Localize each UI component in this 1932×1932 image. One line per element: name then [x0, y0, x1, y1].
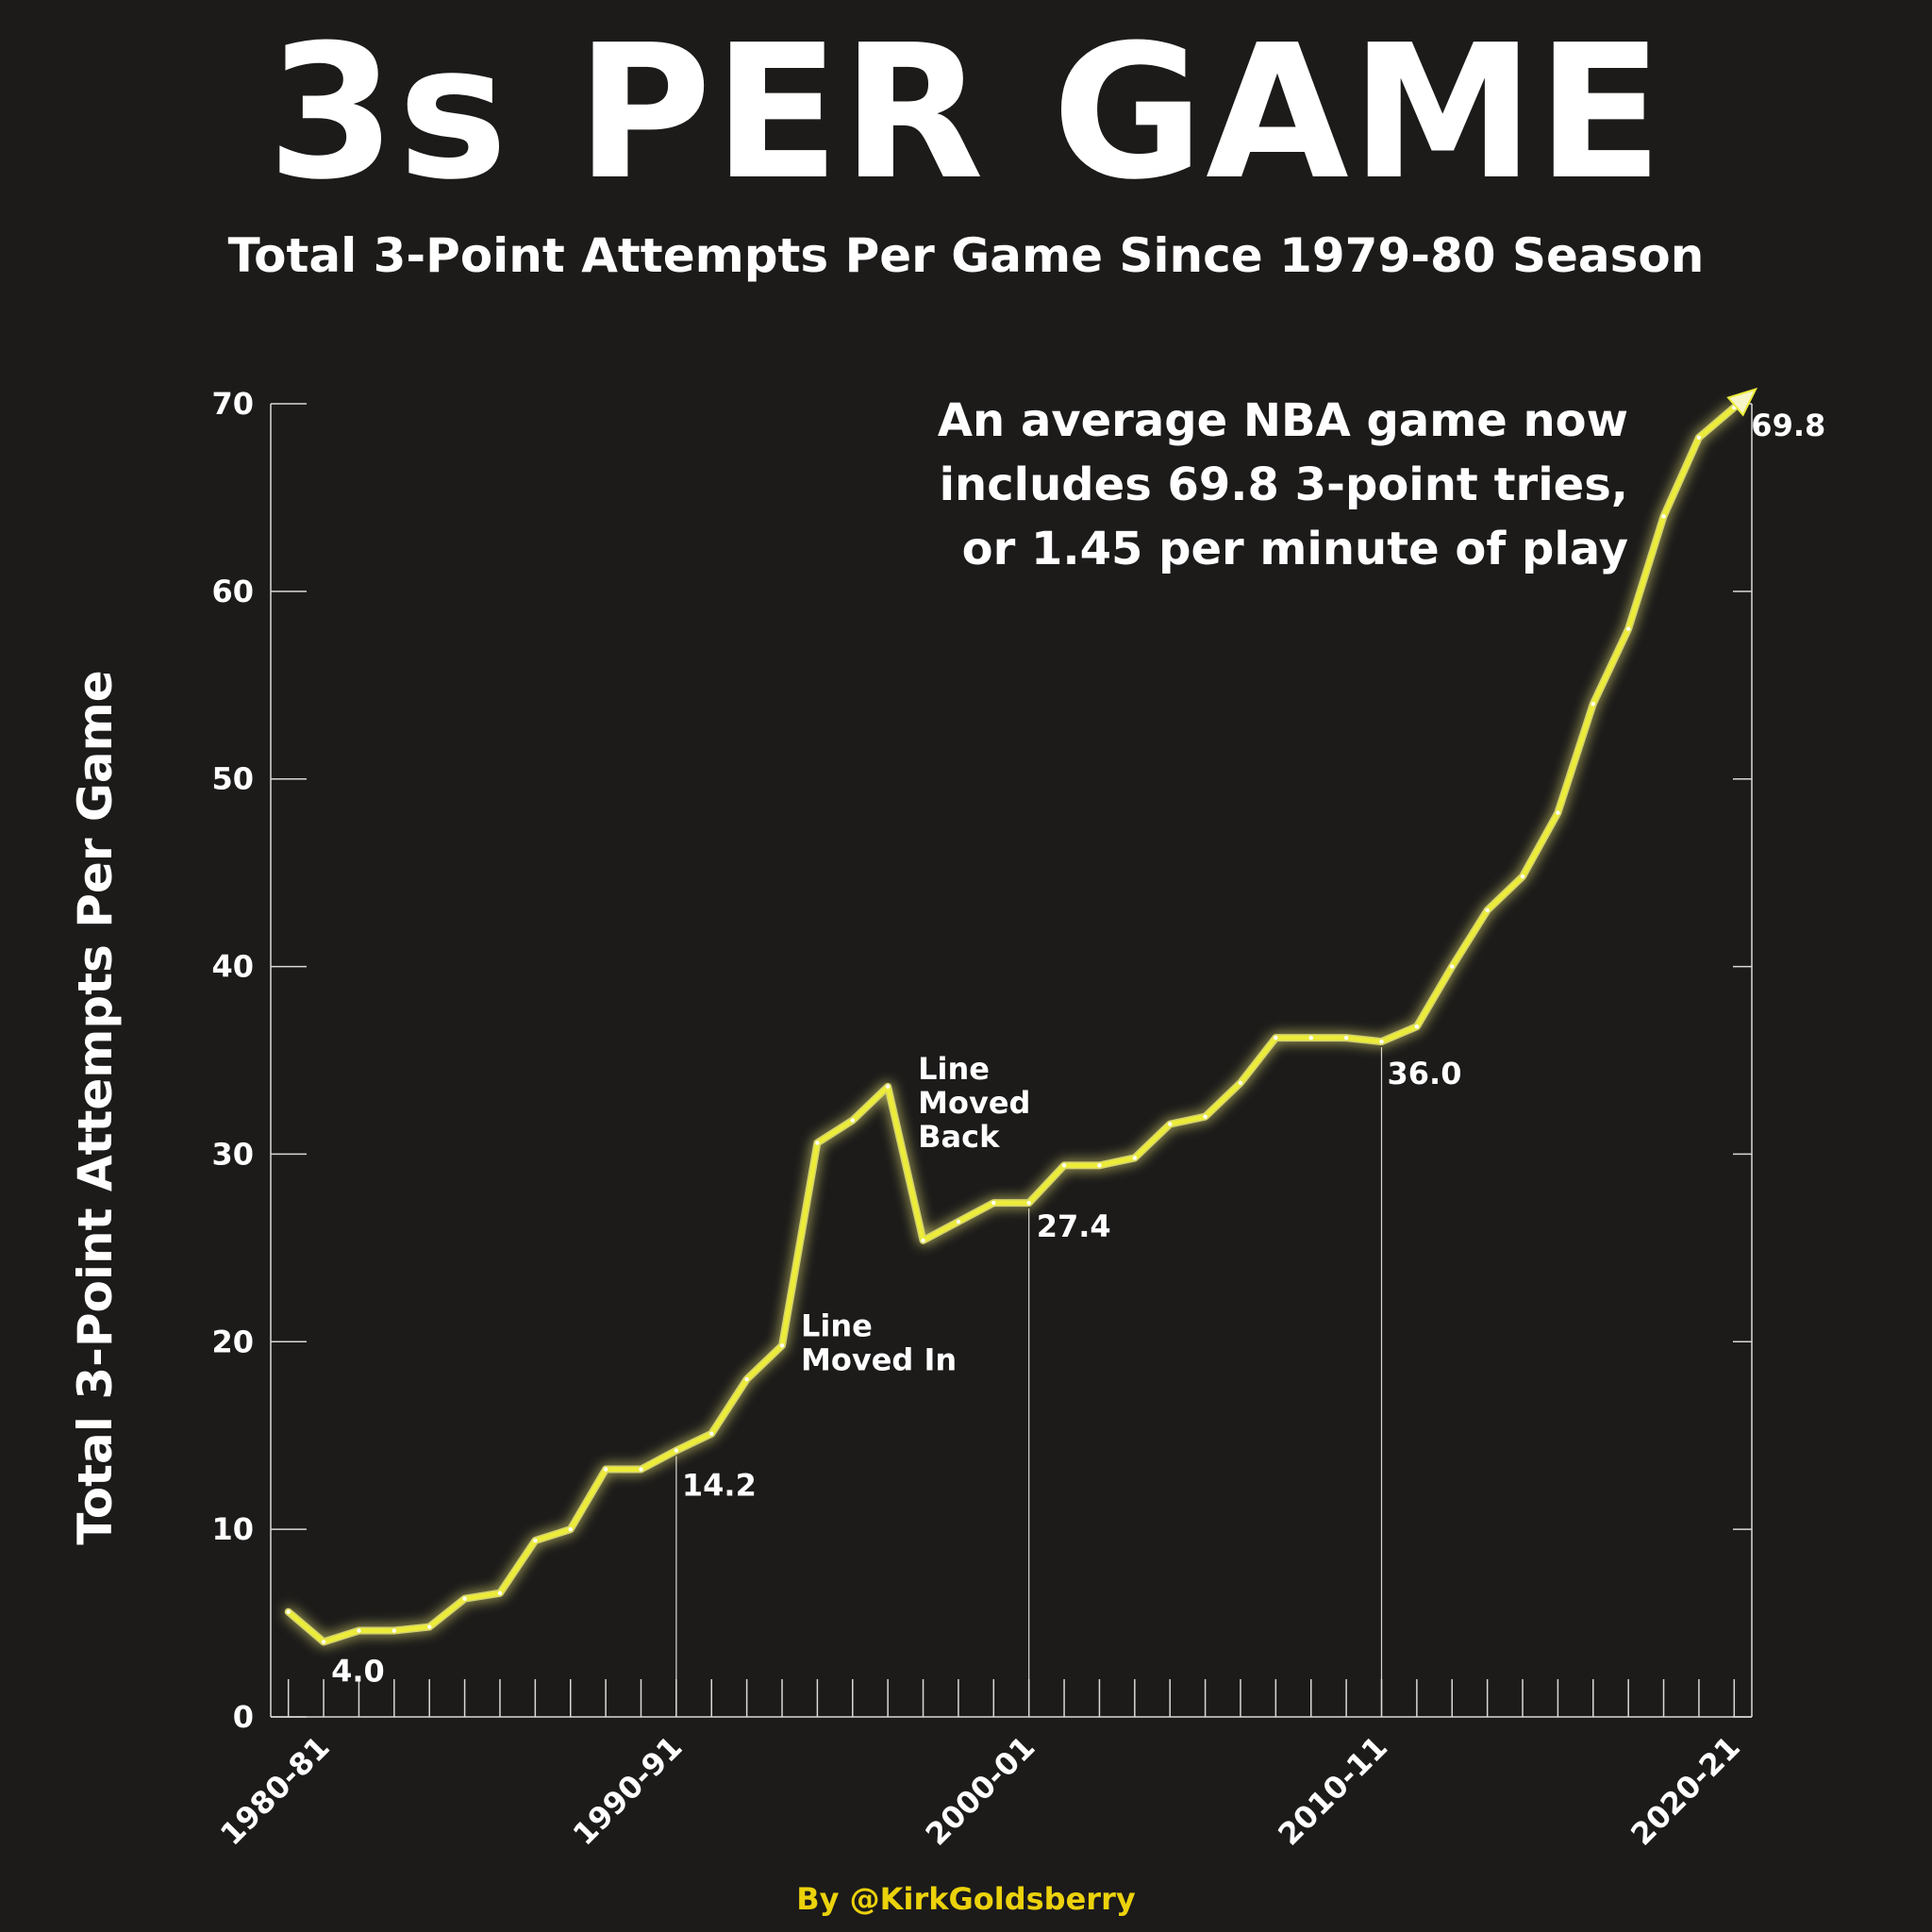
- data-point-2013-14: [1485, 908, 1490, 913]
- y-tick-label-40: 40: [211, 949, 254, 985]
- y-tick-label-10: 10: [211, 1511, 254, 1547]
- data-point-1991-92: [709, 1431, 714, 1436]
- value-label-2010-11: 36.0: [1388, 1056, 1462, 1091]
- x-tick-label-2010-11: 2010-11: [1271, 1729, 1394, 1853]
- value-label-1990-91: 14.2: [682, 1468, 757, 1504]
- data-point-1998-99: [956, 1219, 961, 1224]
- y-tick-label-60: 60: [211, 574, 254, 609]
- page-subtitle: Total 3-Point Attempts Per Game Since 19…: [227, 228, 1705, 283]
- callout-line-3: or 1.45 per minute of play: [961, 523, 1628, 575]
- data-point-1992-93: [744, 1376, 749, 1382]
- note-1993-94-line-2: Moved In: [801, 1341, 957, 1377]
- data-point-1988-89: [603, 1467, 608, 1472]
- arrow-head: [1726, 387, 1758, 417]
- series-line-glow: [284, 403, 1739, 1646]
- data-point-2016-17: [1591, 701, 1595, 707]
- data-point-2008-09: [1308, 1035, 1313, 1041]
- data-point-1983-84: [427, 1624, 432, 1629]
- note-1996-97-line-3: Back: [918, 1119, 1000, 1155]
- callout-line-1: An average NBA game now: [937, 394, 1628, 447]
- data-point-1999-00: [991, 1200, 996, 1206]
- value-label-2020-21: 69.8: [1751, 408, 1825, 443]
- note-1993-94-line-1: Line: [801, 1307, 873, 1343]
- series-line: [286, 405, 1737, 1644]
- note-1996-97-line-2: Moved: [918, 1085, 1030, 1121]
- y-tick-label-70: 70: [211, 386, 254, 422]
- y-tick-label-50: 50: [211, 761, 254, 797]
- callout-text: An average NBA game now includes 69.8 3-…: [849, 389, 1628, 581]
- data-point-1990-91: [674, 1448, 679, 1453]
- x-tick-label-2020-21: 2020-21: [1624, 1729, 1747, 1853]
- data-point-2015-16: [1556, 810, 1560, 815]
- data-point-1993-94: [779, 1343, 785, 1348]
- data-point-1989-90: [639, 1467, 643, 1472]
- x-tick-label-2000-01: 2000-01: [919, 1729, 1042, 1853]
- data-point-2017-18: [1625, 626, 1631, 631]
- data-point-2011-12: [1414, 1024, 1420, 1029]
- x-tick-label-1990-91: 1990-91: [566, 1729, 690, 1853]
- data-point-2001-02: [1061, 1163, 1067, 1168]
- data-point-1984-85: [462, 1596, 467, 1601]
- y-tick-label-20: 20: [211, 1324, 254, 1359]
- y-tick-label-0: 0: [233, 1699, 254, 1735]
- note-1996-97-line-1: Line: [918, 1051, 990, 1087]
- data-point-1994-95: [815, 1141, 820, 1145]
- data-point-2010-11: [1379, 1039, 1384, 1044]
- data-point-1981-82: [357, 1628, 361, 1633]
- chart-labels: 0 10 20 30 40 50 60 70 1980-81 1990-91 2000-01 2010…: [68, 386, 1825, 1853]
- byline-credit: By @KirkGoldsberry: [796, 1881, 1136, 1917]
- data-point-2005-06: [1203, 1114, 1208, 1119]
- data-point-1996-97: [885, 1084, 891, 1090]
- data-point-1997-98: [921, 1238, 925, 1243]
- data-point-2012-13: [1450, 964, 1455, 969]
- data-point-1986-87: [533, 1538, 538, 1543]
- data-point-2004-05: [1168, 1122, 1173, 1126]
- data-point-2006-07: [1238, 1080, 1243, 1086]
- data-point-1980-81: [321, 1640, 326, 1644]
- chart-axes: [270, 403, 1753, 1718]
- data-point-1987-88: [568, 1526, 573, 1532]
- data-point-2014-15: [1520, 874, 1525, 879]
- y-axis-title: Total 3-Point Attempts Per Game: [68, 670, 123, 1544]
- data-point-2009-10: [1343, 1035, 1349, 1041]
- data-point-1985-86: [497, 1591, 503, 1595]
- value-label-1980-81: 4.0: [331, 1653, 385, 1689]
- data-point-2007-08: [1274, 1035, 1278, 1041]
- callout-line-2: includes 69.8 3-point tries,: [939, 458, 1628, 511]
- x-tick-label-1980-81: 1980-81: [213, 1729, 337, 1853]
- data-point-1979-80: [286, 1609, 291, 1614]
- y-tick-label-30: 30: [211, 1136, 254, 1172]
- data-point-2000-01: [1026, 1200, 1031, 1206]
- data-point-2018-19: [1661, 514, 1666, 519]
- value-label-2000-01: 27.4: [1037, 1208, 1111, 1244]
- data-point-2019-20: [1696, 435, 1702, 440]
- data-point-1982-83: [391, 1628, 397, 1633]
- chart-marks: [284, 387, 1758, 1646]
- data-point-2003-04: [1132, 1156, 1138, 1160]
- page-title: 3s PER GAME: [267, 6, 1665, 221]
- data-point-1995-96: [850, 1118, 855, 1123]
- data-point-2002-03: [1097, 1163, 1102, 1168]
